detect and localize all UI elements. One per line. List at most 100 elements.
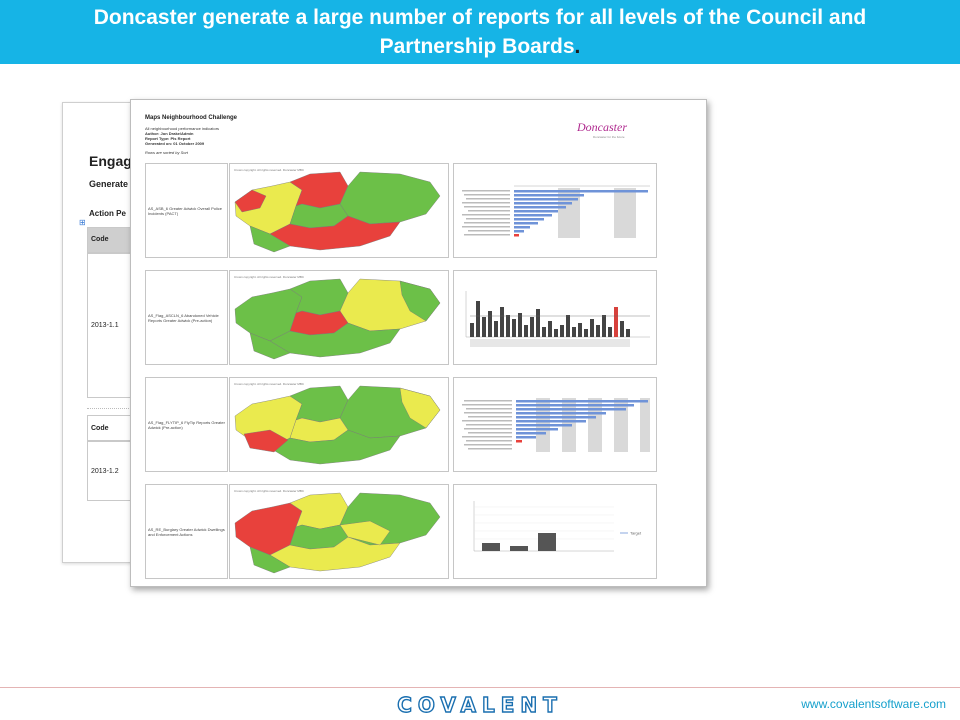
slide-title: Doncaster generate a large number of rep… <box>0 3 960 61</box>
row-3-map: Crown copyright. All rights reserved. Do… <box>229 377 449 472</box>
expand-icon[interactable]: ⊞ <box>79 218 86 227</box>
hbar <box>516 416 596 419</box>
row-2-map: Crown copyright. All rights reserved. Do… <box>229 270 449 365</box>
map-region-sw <box>249 332 291 360</box>
hbar-highlight <box>514 234 519 237</box>
vbar <box>566 315 570 337</box>
hbar <box>516 408 626 411</box>
hbar <box>514 198 578 201</box>
front-report: Maps Neighbourhood Challenge All neighbo… <box>130 99 707 587</box>
vbar <box>572 327 576 337</box>
row-4-map: Crown copyright. All rights reserved. Do… <box>229 484 449 579</box>
vbar <box>536 309 540 337</box>
map-region-south <box>269 322 401 358</box>
table1-header: Code <box>87 227 133 253</box>
hbar <box>516 424 572 427</box>
vbar <box>482 317 486 337</box>
covalent-logo: COVALENT <box>380 693 580 717</box>
row-2-label-cell: AS_Flag_ASCLN_6 Abandoned Vehicle Report… <box>145 270 228 365</box>
vbar <box>524 325 528 337</box>
row-4-map-caption: Crown copyright. All rights reserved. Do… <box>234 489 305 493</box>
table2-cell: 2013-1.2 <box>87 441 133 501</box>
map-region-east <box>339 171 441 225</box>
vbar <box>620 321 624 337</box>
vbar-group <box>470 301 630 337</box>
table1-header-label: Code <box>91 236 109 243</box>
hbar-highlight <box>516 440 522 443</box>
hbar-labels <box>462 190 510 236</box>
vbar-xlabels <box>470 339 630 347</box>
hbar-group <box>514 190 648 233</box>
chart-legend-label: Target <box>630 531 642 536</box>
row-3-chart <box>453 377 657 472</box>
table2-code: 2013-1.2 <box>91 468 119 475</box>
row-1-chart <box>453 163 657 258</box>
y-ticks <box>474 506 614 540</box>
highlight-band-2 <box>614 188 636 238</box>
vbar <box>590 319 594 337</box>
slide-title-line2: Partnership Boards <box>379 35 575 58</box>
report-note: Rows are sorted by Sort <box>145 150 188 155</box>
report-meta-3: Report Type: PIs Report <box>145 136 191 141</box>
map-region-ne <box>399 387 441 429</box>
row-1-label: AS_ASB_6 Greater Adwick Overall Police I… <box>148 206 223 216</box>
vbar <box>506 315 510 337</box>
row-2-map-caption: Crown copyright. All rights reserved. Do… <box>234 275 305 279</box>
vbar <box>494 321 498 337</box>
hbar <box>516 428 558 431</box>
vbar <box>554 329 558 337</box>
svg-text:COVALENT: COVALENT <box>397 693 563 717</box>
doncaster-logo: Doncaster <box>577 120 627 134</box>
back-report-section: Action Pe <box>89 209 126 218</box>
vbar <box>626 329 630 337</box>
hbar <box>514 190 648 193</box>
map-region-sw <box>249 546 291 574</box>
hbar <box>516 436 536 439</box>
vbar <box>512 319 516 337</box>
row-3-map-caption: Crown copyright. All rights reserved. Do… <box>234 382 305 386</box>
separator <box>87 408 133 409</box>
footer-url[interactable]: www.covalentsoftware.com <box>801 697 946 711</box>
hbar <box>516 412 606 415</box>
highlight-band-3 <box>588 398 602 452</box>
hbar <box>514 218 544 221</box>
highlight-band-5 <box>640 398 650 452</box>
vbar <box>488 311 492 337</box>
map-region-sw <box>249 225 291 253</box>
hbar <box>514 202 572 205</box>
map-region-mid-east <box>339 520 391 546</box>
row-1-map: Crown copyright. All rights reserved. Do… <box>229 163 449 258</box>
row-2-chart <box>453 270 657 365</box>
report-meta-2: Author: Jon Drake/Admin <box>145 131 194 136</box>
hbar <box>516 404 634 407</box>
vbar <box>578 323 582 337</box>
report-title: Maps Neighbourhood Challenge <box>145 115 238 121</box>
vbar <box>560 325 564 337</box>
doncaster-tagline: Doncaster for the future <box>593 135 625 139</box>
hbar <box>516 420 586 423</box>
highlight-band-4 <box>614 398 628 452</box>
table2-header-label: Code <box>91 425 109 432</box>
small-bar <box>482 543 500 551</box>
back-report-heading: Engag <box>89 153 132 169</box>
hbar <box>514 214 552 217</box>
map-region-south <box>269 215 401 251</box>
report-row-2: AS_Flag_ASCLN_6 Abandoned Vehicle Report… <box>145 270 657 367</box>
hbar-labels <box>462 400 512 450</box>
hbar <box>514 230 524 233</box>
table1-cell: 2013-1.1 <box>87 253 133 398</box>
hbar <box>514 210 558 213</box>
report-row-1: AS_ASB_6 Greater Adwick Overall Police I… <box>145 163 657 260</box>
hbar <box>514 206 566 209</box>
row-1-label-cell: AS_ASB_6 Greater Adwick Overall Police I… <box>145 163 228 258</box>
vbar <box>470 323 474 337</box>
back-report-subheading: Generate <box>89 179 129 189</box>
row-1-map-caption: Crown copyright. All rights reserved. Do… <box>234 168 305 172</box>
map-region-south <box>269 536 401 572</box>
hbar-group <box>516 400 648 439</box>
hbar <box>514 222 538 225</box>
slide-title-line1: Doncaster generate a large number of rep… <box>93 6 867 29</box>
vbar <box>596 325 600 337</box>
vbar <box>530 317 534 337</box>
map-region-sw <box>243 429 289 453</box>
